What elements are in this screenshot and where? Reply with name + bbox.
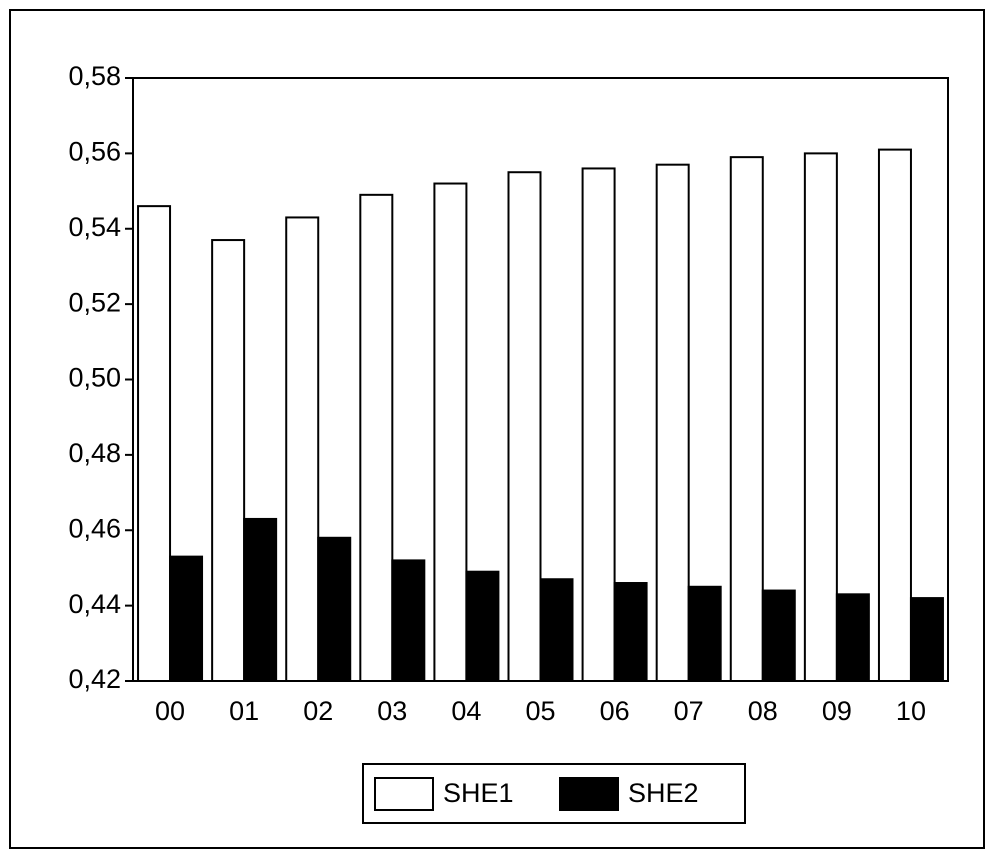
- x-tick-label: 02: [303, 696, 333, 726]
- bar: [909, 597, 944, 683]
- bar: [539, 578, 574, 683]
- bar: [137, 205, 172, 682]
- bar: [243, 517, 278, 682]
- bar: [465, 570, 500, 682]
- bar: [803, 152, 838, 682]
- x-tick-label: 00: [155, 696, 185, 726]
- bar: [507, 171, 542, 682]
- y-tick-label: 0,56: [68, 137, 121, 167]
- bar: [391, 559, 426, 683]
- y-tick-label: 0,52: [68, 287, 121, 317]
- legend-swatch: [374, 777, 434, 811]
- bar: [729, 156, 764, 683]
- y-tick-label: 0,50: [68, 363, 121, 393]
- x-tick-label: 04: [451, 696, 481, 726]
- x-tick-label: 10: [896, 696, 926, 726]
- bar: [285, 216, 320, 682]
- bar: [581, 167, 616, 682]
- bar: [687, 585, 722, 682]
- y-tick-label: 0,44: [68, 589, 121, 619]
- y-tick-label: 0,48: [68, 438, 121, 468]
- y-tick-label: 0,42: [68, 664, 121, 694]
- y-tick-label: 0,58: [68, 61, 121, 91]
- bar: [835, 593, 870, 682]
- bar: [211, 239, 246, 682]
- bar: [433, 182, 468, 682]
- y-tick-label: 0,54: [68, 212, 121, 242]
- x-tick-label: 08: [748, 696, 778, 726]
- bar: [877, 148, 912, 682]
- legend-label: SHE1: [443, 778, 514, 808]
- x-tick-label: 05: [525, 696, 555, 726]
- x-tick-label: 03: [377, 696, 407, 726]
- legend-label: SHE2: [628, 778, 699, 808]
- bar: [317, 536, 352, 682]
- x-tick-label: 06: [600, 696, 630, 726]
- bar: [761, 589, 796, 682]
- bar: [613, 582, 648, 683]
- x-tick-label: 07: [674, 696, 704, 726]
- y-tick-label: 0,46: [68, 513, 121, 543]
- legend-swatch: [559, 777, 619, 811]
- x-tick-label: 01: [229, 696, 259, 726]
- bar: [359, 193, 394, 683]
- bar: [169, 555, 204, 682]
- x-tick-label: 09: [822, 696, 852, 726]
- bar: [655, 163, 690, 682]
